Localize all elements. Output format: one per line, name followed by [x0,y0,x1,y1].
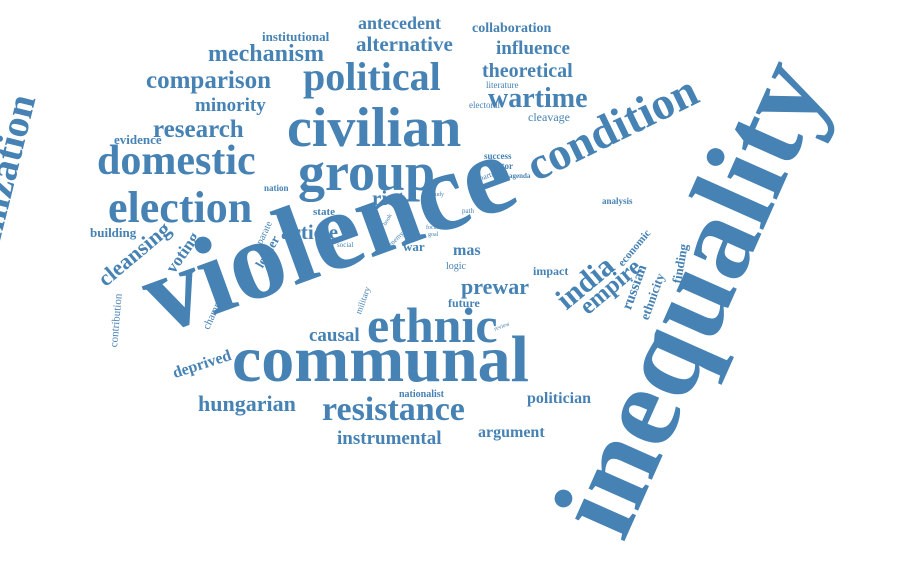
word-political: political [303,54,441,99]
word-war: war [403,239,425,254]
word-nation: nation [264,183,289,193]
word-study: study [431,192,445,198]
word-victimization: victimization [0,89,45,317]
word-nationalist: nationalist [399,389,445,400]
word-causal: causal [309,325,360,346]
word-domestic: domestic [97,138,256,184]
word-instrumental: instrumental [337,428,442,449]
word-analysis: analysis [602,196,633,206]
word-future: future [448,296,480,310]
word-cleavage: cleavage [528,110,570,124]
word-role: role [430,218,438,223]
word-article: article [281,220,339,244]
word-politician: politician [527,390,592,407]
word-hungarian: hungarian [198,391,296,416]
word-group: group [298,142,436,202]
word-building: building [90,225,137,240]
word-ethnic: ethnic [367,297,498,353]
word-resistance: resistance [322,391,465,428]
word-social: social [337,241,354,249]
word-election: election [108,183,253,232]
word-antecedent: antecedent [358,13,441,33]
word-research: research [153,116,244,143]
word-prewar: prewar [461,274,530,299]
word-institutional: institutional [262,29,330,44]
word-alternative: alternative [356,32,453,56]
word-path: path [462,207,475,215]
word-impact: impact [533,264,569,278]
word-contribution: contribution [108,293,125,348]
word-communal: communal [232,323,529,396]
word-collaboration: collaboration [472,21,552,36]
word-state: state [313,206,335,218]
word-influence: influence [496,38,570,59]
word-comparison: comparison [146,67,271,94]
word-logic: logic [446,261,466,272]
word-literature: literature [486,80,519,90]
word-evidence: evidence [114,132,162,147]
word-electoral: electoral [469,100,500,110]
word-mechanism: mechanism [208,41,324,67]
word-wartime: wartime [488,83,588,114]
word-focus: focus [426,225,439,231]
word-mas: mas [453,242,481,259]
word-civilian: civilian [287,97,462,159]
word-goal: goal [428,232,439,238]
word-factor: factor [490,161,513,171]
word-minority: minority [195,95,266,116]
word-agenda: agenda [509,172,531,180]
word-theoretical: theoretical [482,60,573,82]
word-argument: argument [478,424,545,441]
word-riot: riot [372,186,405,210]
word-success: success [484,151,512,161]
